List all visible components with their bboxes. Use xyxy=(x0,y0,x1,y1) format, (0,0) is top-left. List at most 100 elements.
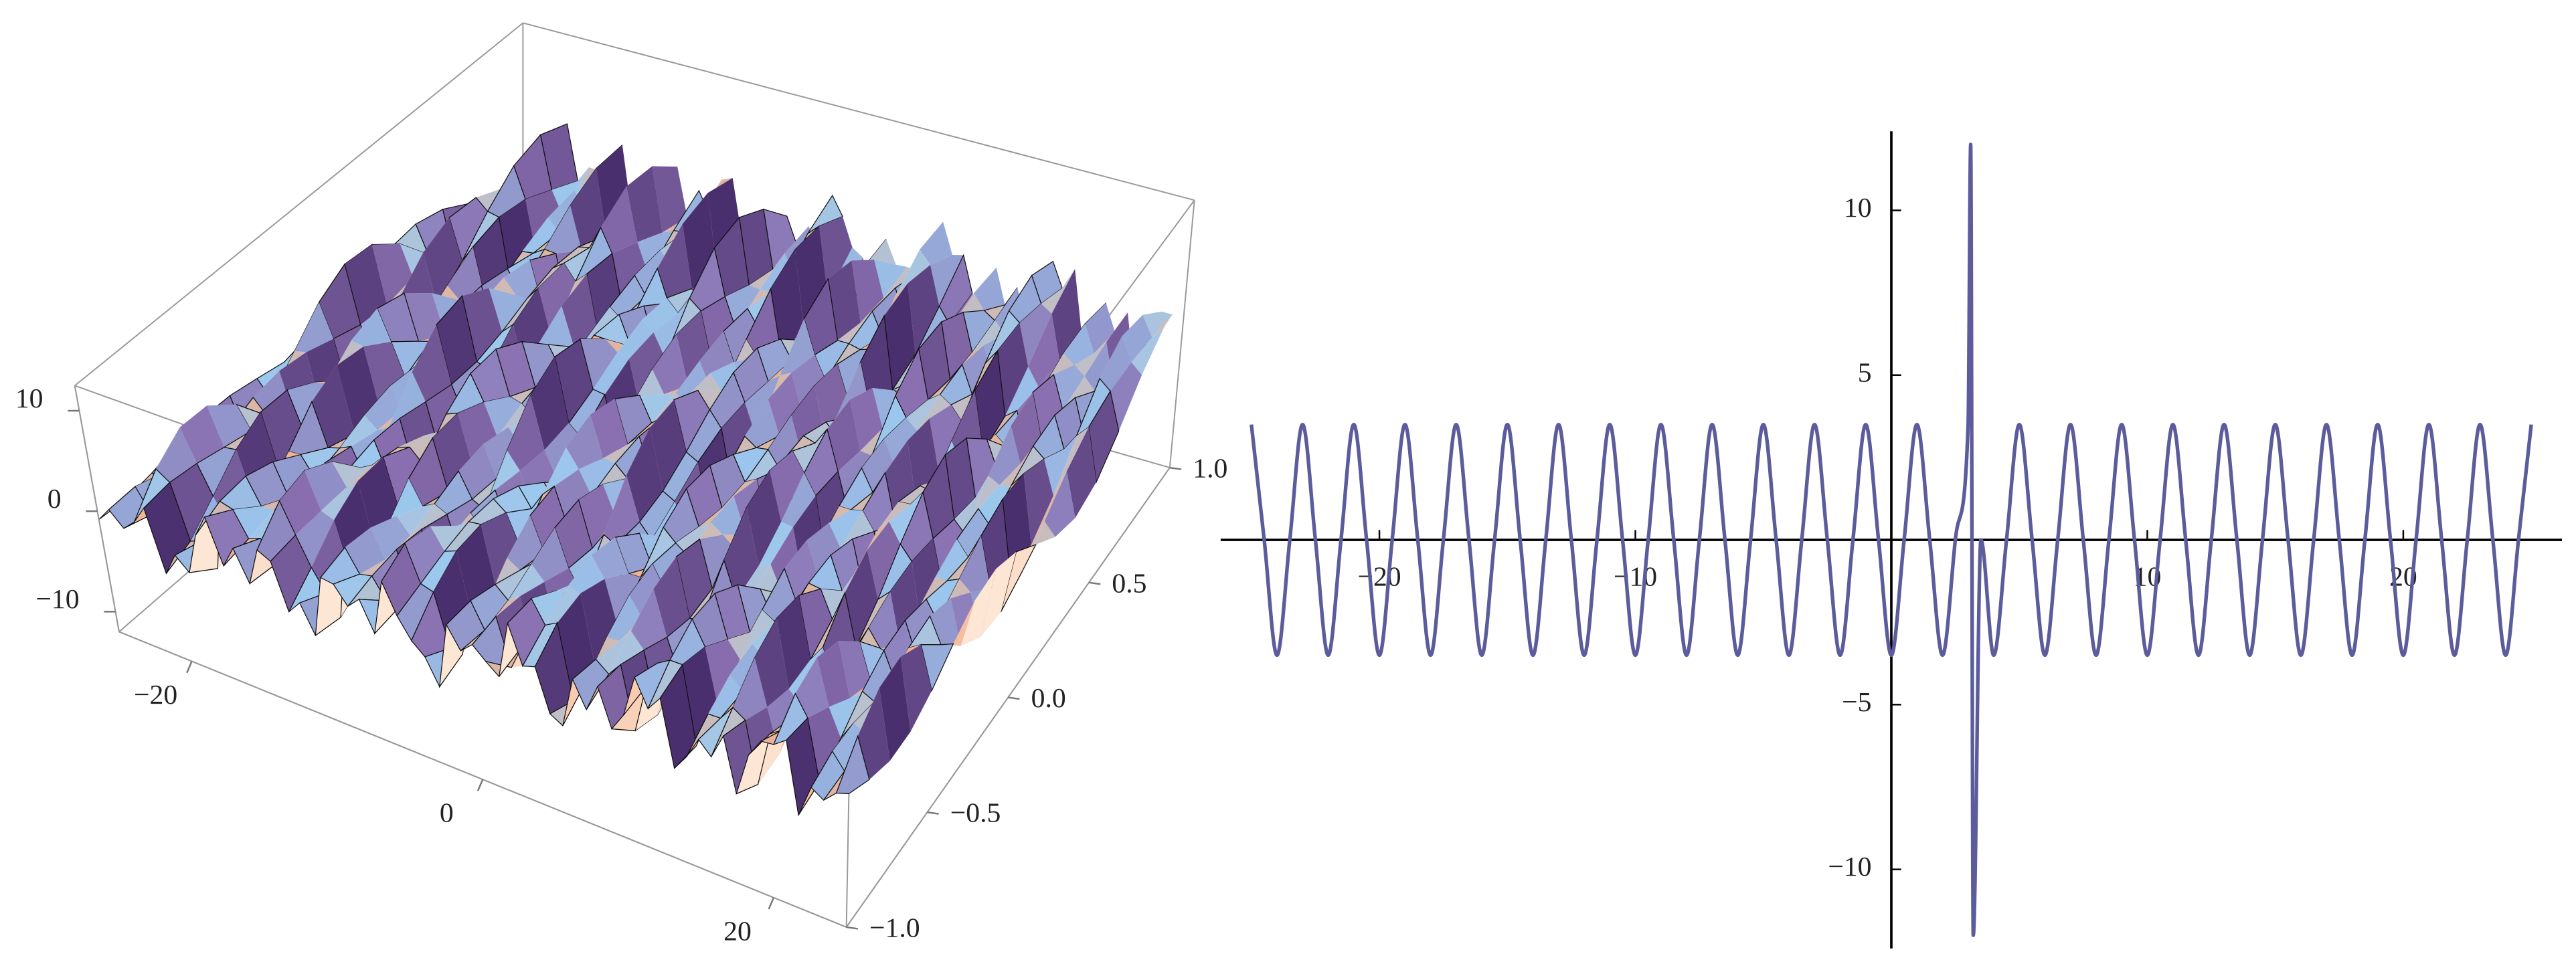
surface-patch xyxy=(531,527,569,582)
surface-patch xyxy=(605,319,642,353)
surface-patch xyxy=(551,167,589,216)
surface-patch xyxy=(840,510,874,548)
surface-patch xyxy=(832,722,866,771)
surface-patch xyxy=(806,522,841,579)
surface-patch xyxy=(629,563,665,619)
surface-patch xyxy=(895,249,931,296)
surface-patch xyxy=(749,253,785,290)
surface-patch xyxy=(311,365,355,448)
surface-patch xyxy=(590,399,628,458)
surface-patch xyxy=(604,573,641,629)
surface-patch xyxy=(988,425,1021,486)
surface-patch xyxy=(754,618,789,708)
surface-patch xyxy=(544,205,582,254)
z-tick-label: −10 xyxy=(35,584,79,615)
surface-patch xyxy=(578,458,616,496)
surface-patch xyxy=(1028,313,1060,387)
surface-patch xyxy=(591,537,629,579)
y-tick xyxy=(927,811,939,815)
surface-patch xyxy=(1110,362,1142,431)
surface-patch xyxy=(596,631,631,674)
surface-patch xyxy=(562,274,599,347)
surface-patch xyxy=(653,556,690,638)
surface-patch xyxy=(959,536,991,593)
surface-patch xyxy=(346,457,383,488)
surface-patch xyxy=(359,549,397,577)
y-tick-label: 0.0 xyxy=(1031,683,1066,714)
surface-patch xyxy=(507,515,544,571)
surface-patch xyxy=(711,496,746,535)
surface-patch xyxy=(828,260,861,340)
surface-patch xyxy=(1131,326,1165,375)
surface-patch xyxy=(339,415,377,448)
surface-patch xyxy=(930,254,964,306)
surface-patch xyxy=(937,579,971,621)
surface-patch xyxy=(653,298,690,359)
surface-patch xyxy=(1066,427,1097,518)
surface-patch xyxy=(1023,459,1053,545)
surface-patch xyxy=(327,340,364,384)
surface-patch xyxy=(304,462,347,511)
surface-patch xyxy=(584,637,620,684)
surface-patch xyxy=(746,470,782,567)
surface-patch xyxy=(795,657,829,718)
surface-patch xyxy=(410,413,446,464)
surface-patch xyxy=(876,501,911,532)
surface-patch xyxy=(538,263,576,336)
surface-patch xyxy=(867,521,901,600)
surface-patch xyxy=(657,223,693,304)
box-edge xyxy=(74,385,120,632)
surface-patch xyxy=(980,551,1017,637)
surface-patch xyxy=(179,405,224,464)
surface-patch xyxy=(483,396,522,437)
surface-patch xyxy=(593,352,629,395)
surface-patch xyxy=(861,438,895,492)
surface-patch xyxy=(1063,323,1094,365)
surface-patch xyxy=(1085,302,1115,354)
x-tick xyxy=(768,897,775,910)
surface-patch xyxy=(430,521,469,552)
surface-patch xyxy=(363,341,406,410)
y-tick-label: 0.5 xyxy=(1112,568,1146,599)
surface-patch xyxy=(542,447,579,494)
surface-patch xyxy=(295,510,334,568)
surface-patch xyxy=(650,399,687,492)
surface-patch xyxy=(829,509,863,548)
surface-patch xyxy=(370,516,410,560)
x-tick-label: 20 xyxy=(723,916,752,947)
surface-patch xyxy=(770,249,804,351)
surface-patch xyxy=(155,427,197,483)
surface-patch xyxy=(1041,353,1074,391)
surface-patch xyxy=(736,289,772,330)
surface-patch xyxy=(628,369,665,411)
surface-patch xyxy=(745,375,780,437)
y-tick-label: −1.0 xyxy=(869,912,920,943)
surface-patch xyxy=(740,609,774,660)
surface-patch xyxy=(630,589,667,650)
surface-patch xyxy=(484,450,520,510)
surface-patch xyxy=(758,522,794,567)
surface-patch xyxy=(585,306,622,340)
y-tick-label: 5 xyxy=(1858,357,1872,388)
surface-patch xyxy=(604,475,640,546)
surface-patch xyxy=(874,260,908,298)
surface-patch xyxy=(345,244,388,325)
surface-patch xyxy=(481,512,521,595)
surface-patch xyxy=(769,451,804,522)
surface-patch xyxy=(1022,521,1055,571)
surface-patch xyxy=(1088,390,1120,484)
data-line xyxy=(1250,142,2533,938)
surface-patch xyxy=(837,311,873,344)
surface-patch xyxy=(829,691,863,739)
surface-patch xyxy=(929,405,962,472)
y-tick xyxy=(1169,466,1182,470)
z-tick-label: 10 xyxy=(15,383,44,414)
surface-patch xyxy=(699,534,735,589)
surface-patch xyxy=(626,427,663,522)
surface-patch xyxy=(776,595,810,689)
surface-patch xyxy=(920,643,954,692)
surface-patch xyxy=(817,641,850,707)
surface-patch xyxy=(705,639,740,708)
surface-patch xyxy=(478,277,516,307)
surface-patch xyxy=(545,585,581,625)
